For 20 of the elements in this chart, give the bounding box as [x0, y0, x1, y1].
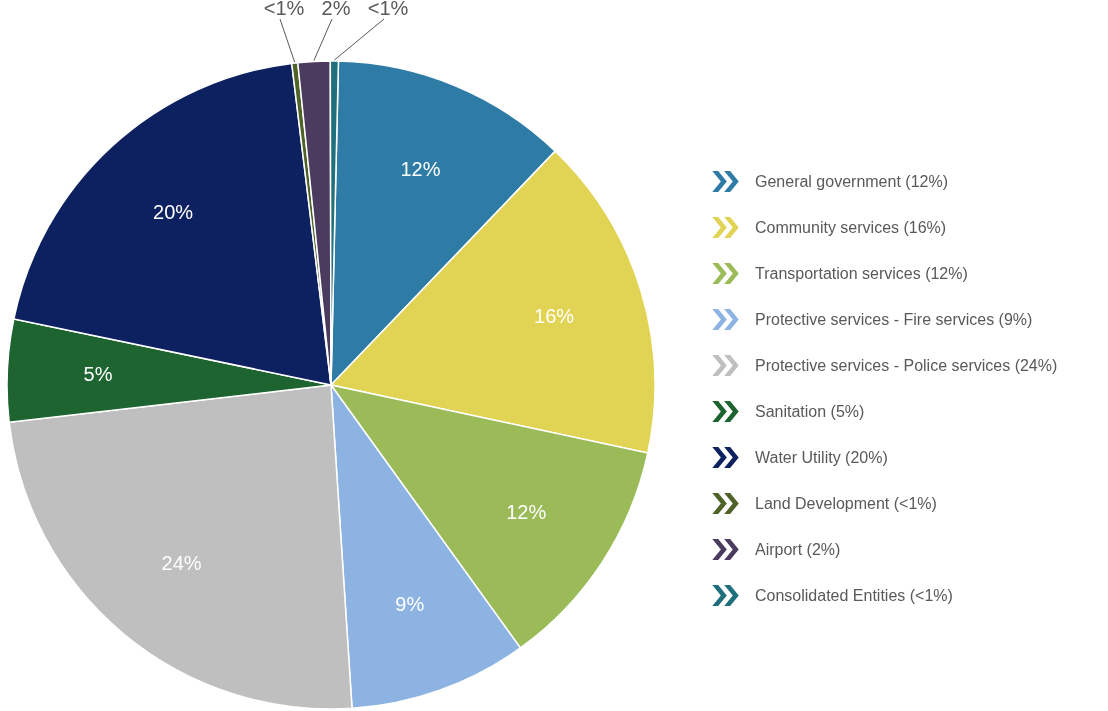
- legend-label: Transportation services (12%): [755, 264, 968, 282]
- legend-label: Protective services - Police services (24%): [755, 356, 1058, 374]
- legend-label: Consolidated Entities (<1%): [755, 586, 953, 604]
- data-label: 5%: [83, 362, 113, 385]
- data-label: 24%: [161, 552, 202, 575]
- data-label: 9%: [395, 592, 425, 615]
- data-label: <1%: [367, 0, 409, 19]
- data-label: <1%: [263, 0, 305, 19]
- data-label: 16%: [534, 304, 575, 327]
- data-label: 12%: [400, 157, 441, 180]
- legend-label: Water Utility (20%): [755, 448, 888, 466]
- data-label: 20%: [153, 201, 194, 224]
- legend-label: General government (12%): [755, 172, 948, 190]
- legend-label: Community services (16%): [755, 218, 947, 236]
- legend-label: Land Development (<1%): [755, 494, 937, 512]
- legend-label: Protective services - Fire services (9%): [755, 310, 1033, 328]
- data-label: 12%: [506, 500, 547, 523]
- data-label: 2%: [321, 0, 351, 19]
- legend-label: Sanitation (5%): [755, 402, 865, 420]
- legend-label: Airport (2%): [755, 540, 841, 558]
